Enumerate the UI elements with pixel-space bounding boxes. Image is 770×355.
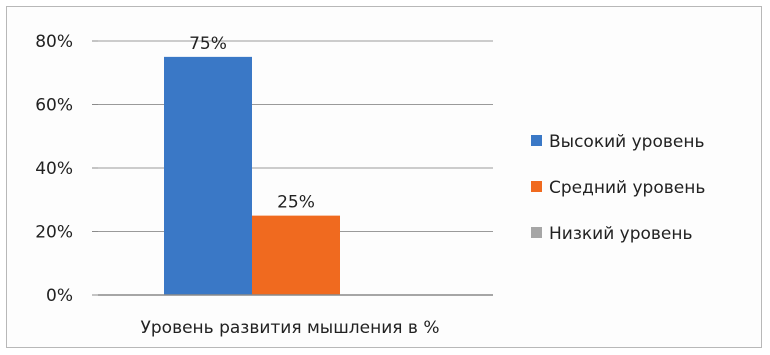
legend-swatch xyxy=(531,181,542,192)
legend-label: Средний уровень xyxy=(549,178,705,198)
legend-label: Низкий уровень xyxy=(549,224,693,244)
legend: Высокий уровень Средний уровень Низкий уро… xyxy=(531,132,705,244)
legend-label: Высокий уровень xyxy=(549,132,704,152)
y-tick-label: 80% xyxy=(35,32,73,52)
bar xyxy=(164,56,252,295)
y-axis-ticks: 0% 20% 40% 60% 80% xyxy=(35,32,98,306)
y-tick-label: 20% xyxy=(35,223,73,243)
category-label: Уровень развития мышления в % xyxy=(141,318,440,338)
data-labels: 75% 25% xyxy=(189,34,315,213)
y-tick-label: 60% xyxy=(35,96,73,116)
y-tick-label: 0% xyxy=(46,286,73,306)
data-label: 75% xyxy=(189,34,227,54)
chart-frame xyxy=(6,6,762,348)
y-tick-label: 40% xyxy=(35,159,73,179)
bar xyxy=(252,215,340,295)
legend-swatch xyxy=(531,135,542,146)
legend-swatch xyxy=(531,227,542,238)
bars xyxy=(164,56,340,295)
data-label: 25% xyxy=(277,193,315,213)
